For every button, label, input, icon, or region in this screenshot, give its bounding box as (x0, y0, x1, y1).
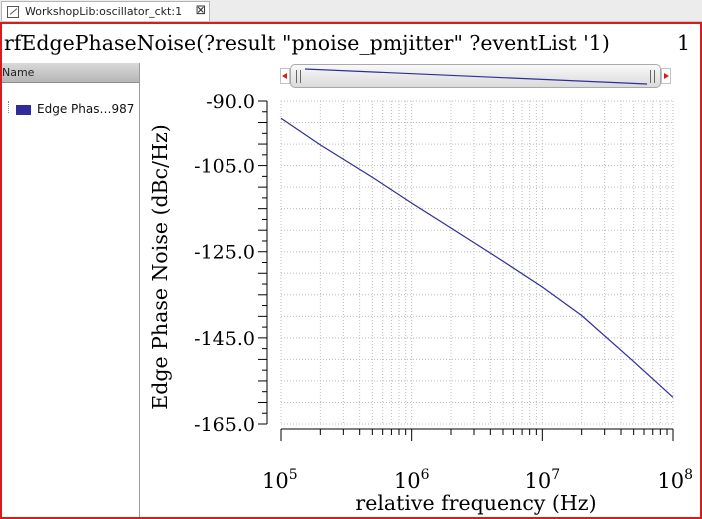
series-line (280, 117, 674, 398)
y-tick-label: -90.0 (206, 91, 255, 113)
graph-title: rfEdgePhaseNoise(?result "pnoise_pmjitte… (4, 31, 610, 55)
right-grip-handle[interactable] (650, 70, 655, 83)
legend-color-swatch (16, 105, 31, 115)
legend-panel: Name Edge Phas…987 (2, 63, 140, 517)
scroll-left-arrow-icon[interactable] (280, 68, 290, 84)
tab-label: WorkshopLib:oscillator_ckt:1 (25, 5, 183, 18)
y-tick-label: -145.0 (194, 328, 255, 350)
waveform-window-icon (7, 6, 19, 18)
plot-area (281, 101, 673, 424)
x-zoom-scrollbar[interactable] (280, 64, 671, 88)
x-tick-label: 106 (394, 467, 430, 493)
x-axis-title: relative frequency (Hz) (355, 491, 596, 515)
x-tick-label: 105 (262, 467, 298, 493)
legend-header[interactable]: Name (2, 63, 139, 83)
close-tab-icon[interactable]: ⊠ (195, 3, 207, 18)
legend-header-label: Name (2, 66, 35, 79)
grid (280, 100, 674, 425)
y-tick-label: -165.0 (194, 414, 255, 436)
left-grip-handle[interactable] (296, 70, 301, 83)
tree-connector (8, 101, 10, 113)
series (280, 117, 674, 398)
subwindow-number: 1 (677, 31, 691, 55)
legend-item[interactable]: Edge Phas…987 (2, 101, 139, 119)
zoom-thumb[interactable] (290, 64, 661, 88)
x-tick-label: 108 (657, 467, 693, 493)
y-tick-label: -125.0 (194, 242, 255, 264)
y-axis-title: Edge Phase Noise (dBc/Hz) (148, 124, 172, 410)
tab-oscillator-ckt[interactable]: WorkshopLib:oscillator_ckt:1 ⊠ (1, 1, 210, 21)
axis-labels: -90.0 -105.0 -125.0 -145.0 -165.0 105 106 107 10… (148, 91, 693, 515)
tab-bar: WorkshopLib:oscillator_ckt:1 ⊠ (0, 0, 702, 22)
scroll-right-arrow-icon[interactable] (661, 68, 671, 84)
overview-trace (304, 68, 648, 85)
axes (258, 100, 674, 441)
x-tick-label: 107 (525, 467, 561, 493)
legend-item-label: Edge Phas…987 (37, 102, 135, 116)
y-tick-label: -105.0 (194, 156, 255, 178)
